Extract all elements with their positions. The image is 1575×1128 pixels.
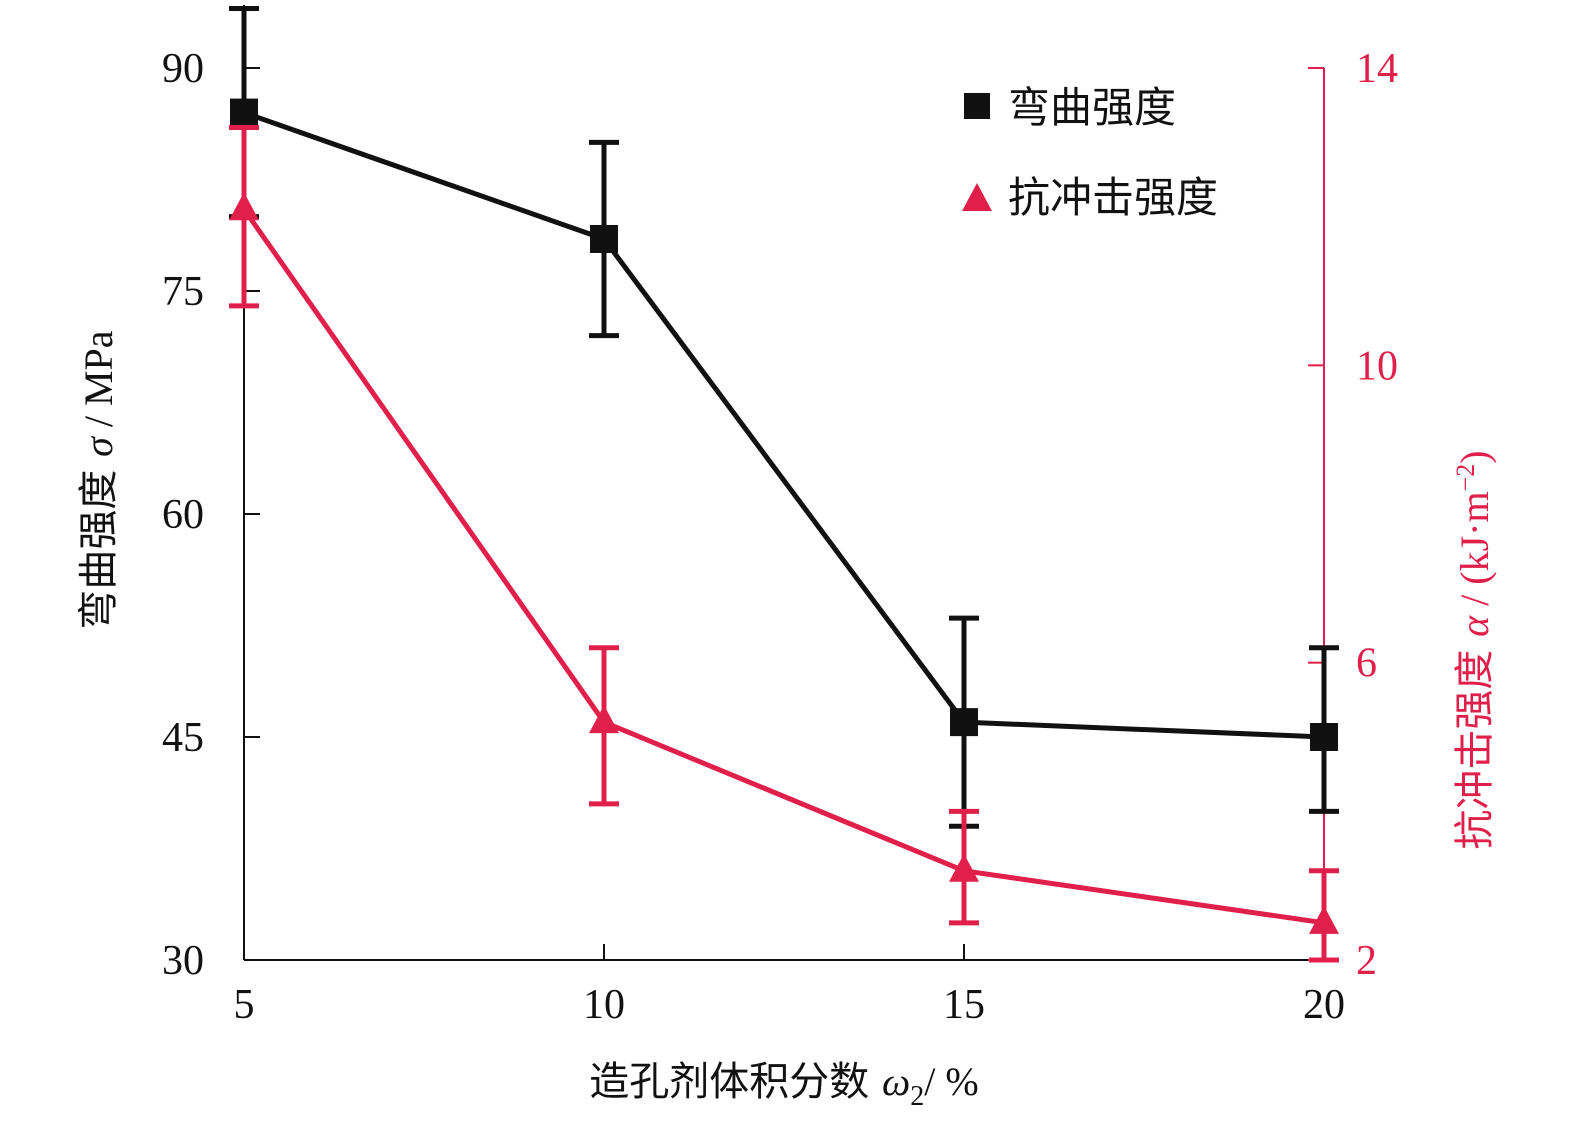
x-tick-label: 5 [234, 982, 255, 1028]
y-left-tick-label: 90 [162, 46, 204, 92]
marks [229, 6, 1339, 963]
series-line-1 [241, 207, 1325, 926]
y-left-axis-title: 弯曲强度 σ / MPa [76, 330, 122, 629]
data-point-square-3 [1310, 723, 1338, 751]
x-tick-label: 10 [583, 982, 625, 1028]
data-point-square-1 [590, 224, 618, 253]
y-right-tick-label: 14 [1356, 46, 1398, 92]
y-left-tick-label: 30 [162, 938, 204, 984]
x-axis-title: 造孔剂体积分数 ω2/ % [589, 1059, 978, 1112]
data-point-square-2 [950, 708, 978, 737]
data-point-triangle-2 [949, 853, 979, 882]
y-right-tick-label: 6 [1356, 641, 1377, 687]
legend-marker-flexural [964, 93, 990, 119]
data-point-triangle-1 [589, 705, 619, 734]
legend-label-flexural: 弯曲强度 [1008, 83, 1176, 132]
y-right-axis-title: 抗冲击强度 α / (kJ·m−2) [1451, 450, 1498, 849]
legend-label-impact: 抗冲击强度 [1008, 173, 1218, 222]
x-tick-label: 15 [943, 982, 985, 1028]
data-point-triangle-3 [1309, 905, 1339, 934]
y-right-tick-label: 10 [1356, 343, 1398, 389]
series-line-0 [243, 110, 1325, 740]
legend: 弯曲强度 抗冲击强度 [962, 83, 1218, 222]
legend-marker-impact [962, 183, 992, 211]
y-left-tick-label: 75 [162, 269, 204, 315]
axes: 30 45 60 75 90 5 10 15 202 6 10 14 [162, 5, 1398, 1028]
x-tick-label: 20 [1303, 982, 1345, 1028]
y-left-tick-label: 45 [162, 715, 204, 761]
data-point-square-0 [230, 98, 258, 127]
y-right-tick-label: 2 [1356, 938, 1377, 984]
data-point-triangle-0 [229, 192, 259, 221]
y-left-tick-label: 60 [162, 492, 204, 538]
